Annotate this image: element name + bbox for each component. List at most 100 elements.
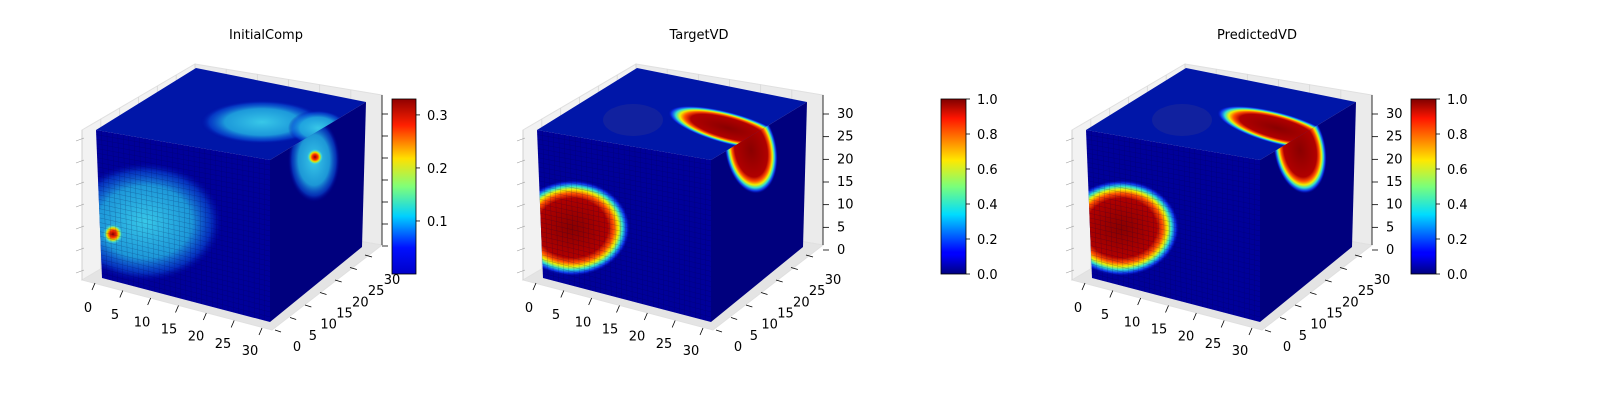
voxel-line xyxy=(645,148,649,306)
voxel-line xyxy=(122,134,129,285)
voxel-line xyxy=(100,231,271,272)
z-tick-label: 20 xyxy=(837,152,854,167)
y-tick-mark xyxy=(1279,317,1287,320)
voxel-line xyxy=(618,144,622,299)
voxel-line xyxy=(1227,154,1229,314)
voxel-line xyxy=(541,231,712,272)
x-tick-label: 10 xyxy=(575,315,592,330)
voxel-line xyxy=(1086,152,1261,186)
voxel-line xyxy=(155,140,160,294)
voxel-line xyxy=(541,250,712,292)
left-tick-mark xyxy=(516,203,526,208)
z-tick-label: 25 xyxy=(1386,130,1403,145)
colorbar-tick-label: 0.4 xyxy=(1447,198,1468,213)
voxel-line xyxy=(537,152,712,186)
z-tick-label: 0 xyxy=(837,243,845,258)
y-tick-mark xyxy=(1264,329,1272,333)
voxel-line xyxy=(574,136,580,288)
voxel-line xyxy=(1112,134,1119,285)
left-tick-mark xyxy=(1065,269,1075,274)
voxel-line xyxy=(101,273,271,318)
x-tick-mark xyxy=(616,305,620,313)
voxel-line xyxy=(100,245,271,287)
voxel-line xyxy=(97,166,271,201)
colorbar-tick-label: 0.2 xyxy=(427,162,448,177)
voxel-line xyxy=(539,189,712,227)
y-tick-label: 25 xyxy=(809,284,826,299)
voxel-line xyxy=(538,162,712,196)
z-tick-label: 10 xyxy=(1386,198,1403,213)
voxel-line xyxy=(188,145,192,302)
voxel-line xyxy=(538,176,712,211)
x-tick-mark xyxy=(643,312,648,321)
voxel-line xyxy=(106,131,113,281)
y-tick-label: 15 xyxy=(777,307,794,322)
y-tick-label: 20 xyxy=(793,295,810,310)
voxel-line xyxy=(171,143,176,298)
voxel-line xyxy=(1178,145,1182,302)
voxel-line xyxy=(667,152,670,312)
voxel-line xyxy=(1088,203,1261,242)
x-tick-label: 25 xyxy=(215,337,232,352)
colorbar-tick-label: 0.0 xyxy=(977,268,998,283)
left-tick-mark xyxy=(75,181,85,186)
front-features xyxy=(96,162,223,282)
voxel-line xyxy=(99,213,271,252)
x-tick-mark xyxy=(147,297,152,306)
voxel-line xyxy=(1102,132,1108,283)
voxel-line xyxy=(99,222,271,262)
x-tick-mark xyxy=(1220,320,1225,328)
voxel-line xyxy=(1086,148,1261,181)
z-tick-label: 5 xyxy=(837,220,845,235)
y-tick-label: 5 xyxy=(750,329,758,344)
voxel-line xyxy=(672,153,675,313)
x-tick-mark xyxy=(91,282,96,291)
voxel-line xyxy=(215,150,218,309)
y-tick-label: 5 xyxy=(309,329,317,344)
voxel-line xyxy=(1151,141,1156,295)
voxel-line xyxy=(656,150,659,309)
x-tick-label: 0 xyxy=(1074,301,1082,316)
voxel-line xyxy=(1090,236,1261,277)
x-tick-label: 0 xyxy=(84,301,92,316)
voxel-line xyxy=(1088,185,1261,221)
voxel-line xyxy=(539,199,712,237)
voxel-line xyxy=(101,259,271,302)
y-tick-mark xyxy=(289,317,297,320)
voxel-line xyxy=(96,134,271,166)
voxel-line xyxy=(541,245,712,287)
voxel-line xyxy=(1086,134,1261,166)
voxel-line xyxy=(144,138,150,291)
voxel-line xyxy=(231,153,234,313)
voxel-line xyxy=(1087,171,1261,206)
y-tick-mark xyxy=(1339,267,1347,270)
z-tick-label: 5 xyxy=(1386,220,1394,235)
voxel-line xyxy=(1134,138,1140,291)
left-tick-mark xyxy=(516,225,526,230)
voxel-line xyxy=(220,151,223,310)
voxel-line xyxy=(1091,259,1261,302)
voxel-line xyxy=(538,157,712,191)
voxel-line xyxy=(98,189,271,227)
colorbar-tick-label: 0.6 xyxy=(1447,163,1468,178)
voxel-line xyxy=(1090,245,1261,287)
voxel-line xyxy=(569,135,575,287)
left-tick-mark xyxy=(75,247,85,252)
z-tick-label: 30 xyxy=(1386,107,1403,122)
voxel-line xyxy=(683,155,685,316)
right-hotspot xyxy=(307,149,323,165)
voxel-line xyxy=(538,166,712,201)
voxel-line xyxy=(117,133,124,284)
voxel-line xyxy=(99,208,271,247)
voxel-line xyxy=(1167,144,1171,299)
voxel-line xyxy=(182,144,187,301)
voxel-line xyxy=(547,131,554,281)
voxel-line xyxy=(542,263,712,308)
voxel-line xyxy=(101,263,271,308)
left-tick-mark xyxy=(516,159,526,164)
voxel-line xyxy=(539,203,712,242)
voxel-line xyxy=(96,148,271,181)
x-tick-label: 30 xyxy=(242,344,259,359)
x-tick-mark xyxy=(671,320,676,328)
voxel-line xyxy=(1161,143,1166,298)
